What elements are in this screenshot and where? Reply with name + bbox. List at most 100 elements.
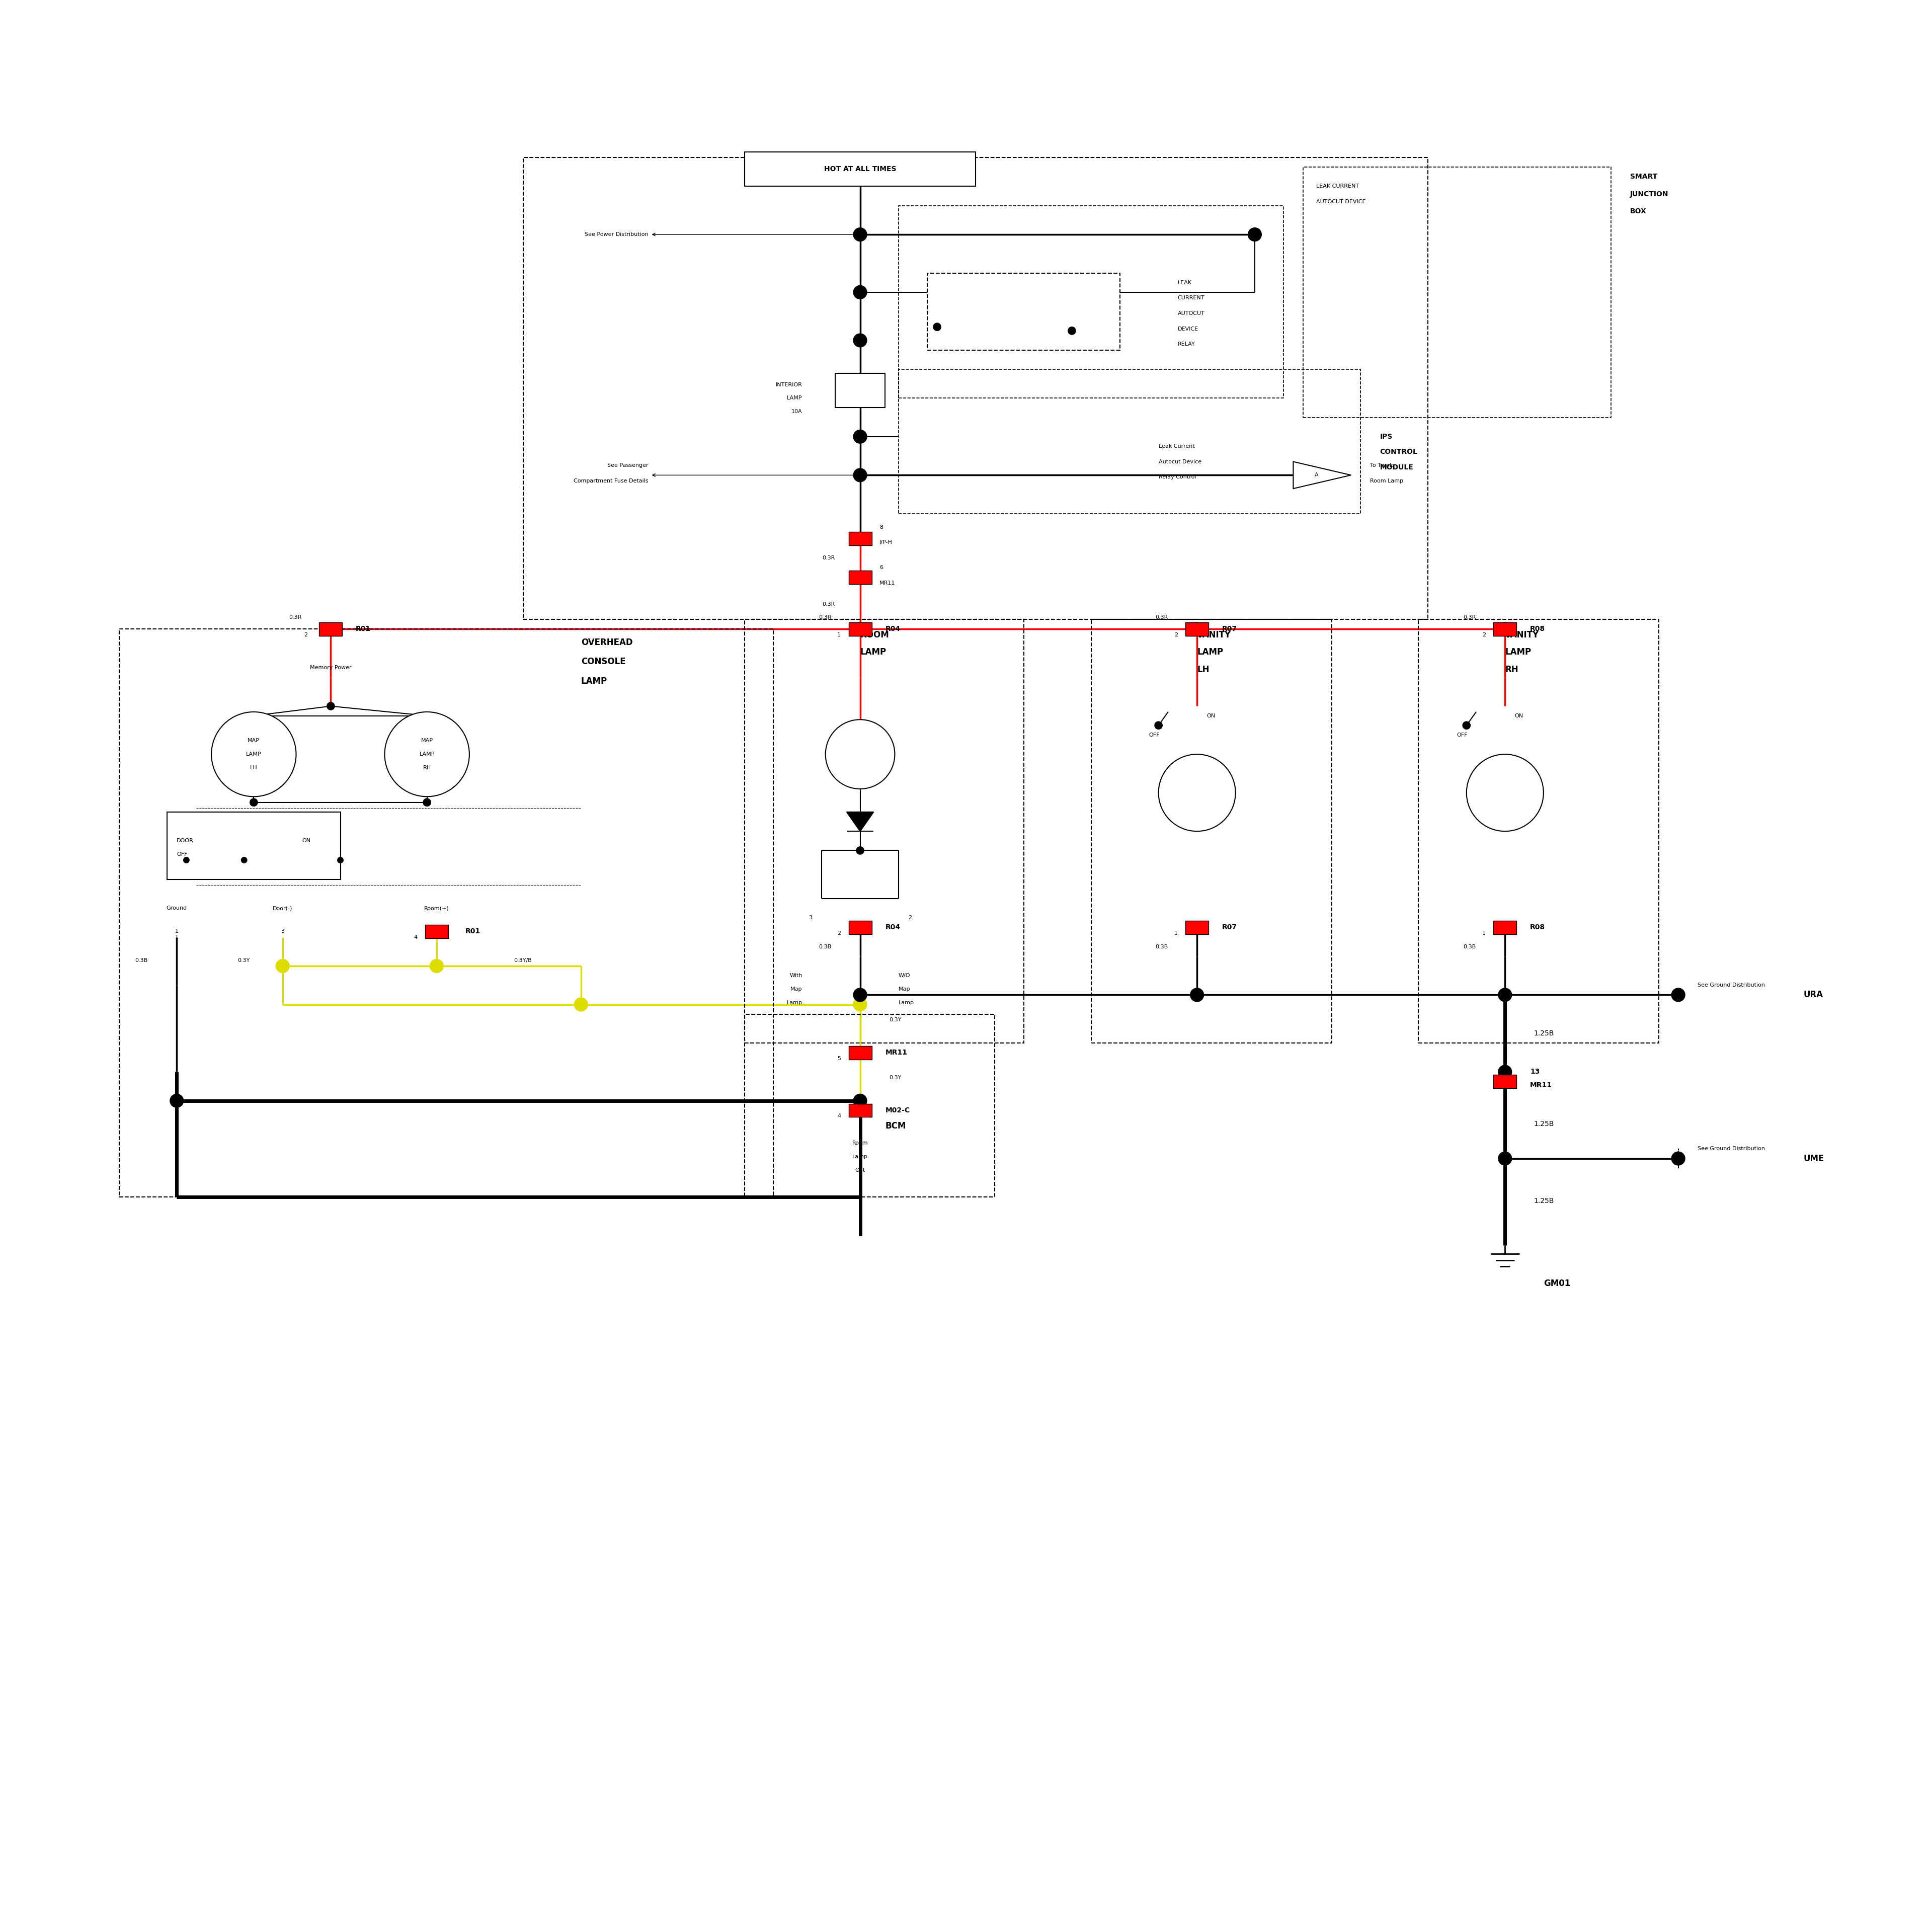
Circle shape bbox=[423, 798, 431, 806]
Circle shape bbox=[854, 431, 867, 442]
Text: LH: LH bbox=[1198, 665, 1209, 674]
Text: 1: 1 bbox=[837, 632, 840, 638]
Text: 8: 8 bbox=[879, 526, 883, 529]
Text: URA: URA bbox=[1803, 991, 1824, 999]
Bar bbox=[848, 1045, 871, 1059]
Text: DEVICE: DEVICE bbox=[1179, 327, 1198, 330]
Text: Relay Control: Relay Control bbox=[1159, 475, 1196, 479]
Bar bbox=[744, 1014, 995, 1198]
Text: A: A bbox=[1314, 473, 1318, 477]
Bar bbox=[898, 369, 1360, 514]
Text: See Ground Distribution: See Ground Distribution bbox=[1698, 983, 1766, 987]
Bar bbox=[848, 570, 871, 583]
Bar bbox=[1186, 622, 1209, 636]
Bar bbox=[319, 622, 342, 636]
Text: VANITY: VANITY bbox=[1505, 630, 1540, 639]
Text: 3: 3 bbox=[808, 916, 811, 920]
Text: ON: ON bbox=[1515, 713, 1522, 719]
Text: RH: RH bbox=[423, 765, 431, 771]
Text: OFF: OFF bbox=[176, 852, 187, 858]
Bar bbox=[524, 158, 1428, 620]
Text: BOX: BOX bbox=[1631, 209, 1646, 214]
Circle shape bbox=[854, 987, 867, 1001]
Text: MR11: MR11 bbox=[885, 1049, 908, 1057]
Text: Map: Map bbox=[790, 987, 802, 991]
Text: RELAY: RELAY bbox=[1179, 342, 1196, 346]
Circle shape bbox=[1466, 753, 1544, 831]
Text: W/O: W/O bbox=[898, 974, 910, 978]
Circle shape bbox=[854, 622, 867, 636]
Text: CURRENT: CURRENT bbox=[1179, 296, 1206, 301]
Bar bbox=[1493, 922, 1517, 935]
Text: MR11: MR11 bbox=[1530, 1082, 1551, 1090]
Circle shape bbox=[276, 960, 290, 972]
Circle shape bbox=[854, 1094, 867, 1107]
Circle shape bbox=[431, 960, 442, 972]
Text: Compartment Fuse Details: Compartment Fuse Details bbox=[574, 479, 649, 483]
Text: 1: 1 bbox=[1482, 931, 1486, 935]
Circle shape bbox=[1068, 327, 1076, 334]
Text: Room(+): Room(+) bbox=[425, 906, 448, 910]
Circle shape bbox=[854, 334, 867, 348]
Circle shape bbox=[854, 997, 867, 1010]
Text: Out: Out bbox=[856, 1167, 866, 1173]
Circle shape bbox=[249, 798, 257, 806]
Text: OVERHEAD: OVERHEAD bbox=[582, 638, 632, 647]
Text: 4: 4 bbox=[413, 935, 417, 939]
Bar bbox=[848, 531, 871, 545]
Text: See Passenger: See Passenger bbox=[607, 464, 649, 468]
Text: To Trunk: To Trunk bbox=[1370, 464, 1393, 468]
Circle shape bbox=[338, 858, 344, 864]
Circle shape bbox=[384, 711, 469, 796]
Text: 0.3R: 0.3R bbox=[290, 614, 301, 620]
Text: R08: R08 bbox=[1530, 923, 1546, 931]
Text: HOT AT ALL TIMES: HOT AT ALL TIMES bbox=[825, 166, 896, 172]
Bar bbox=[425, 925, 448, 939]
Circle shape bbox=[327, 701, 334, 709]
Text: LEAK CURRENT: LEAK CURRENT bbox=[1316, 184, 1360, 189]
Text: 1.25B: 1.25B bbox=[1534, 1121, 1553, 1128]
Circle shape bbox=[854, 468, 867, 481]
Text: IPS: IPS bbox=[1379, 433, 1393, 440]
Circle shape bbox=[1159, 753, 1235, 831]
Text: LAMP: LAMP bbox=[1505, 647, 1532, 657]
Text: See Ground Distribution: See Ground Distribution bbox=[1698, 1146, 1766, 1151]
Text: ROOM: ROOM bbox=[860, 630, 889, 639]
Circle shape bbox=[1190, 987, 1204, 1001]
Polygon shape bbox=[1293, 462, 1350, 489]
Text: 2: 2 bbox=[908, 916, 912, 920]
Circle shape bbox=[1190, 622, 1204, 636]
Text: 1: 1 bbox=[176, 929, 178, 933]
Text: 2: 2 bbox=[1175, 632, 1179, 638]
Circle shape bbox=[854, 228, 867, 242]
Text: MODULE: MODULE bbox=[1379, 464, 1414, 471]
Text: 4: 4 bbox=[837, 1113, 840, 1119]
Bar bbox=[898, 205, 1283, 398]
Text: Autocut Device: Autocut Device bbox=[1159, 460, 1202, 464]
Circle shape bbox=[1497, 1065, 1511, 1078]
Bar bbox=[168, 811, 340, 879]
Text: Ground: Ground bbox=[166, 906, 187, 910]
Text: LAMP: LAMP bbox=[245, 752, 261, 757]
Bar bbox=[744, 153, 976, 185]
Text: 1: 1 bbox=[176, 935, 178, 939]
Circle shape bbox=[574, 997, 587, 1010]
Text: See Power Distribution: See Power Distribution bbox=[585, 232, 649, 238]
Text: 0.3R: 0.3R bbox=[823, 554, 835, 560]
Text: 2: 2 bbox=[1482, 632, 1486, 638]
Text: 1: 1 bbox=[1175, 931, 1179, 935]
Text: INTERIOR: INTERIOR bbox=[777, 383, 802, 386]
Text: ON: ON bbox=[1208, 713, 1215, 719]
Circle shape bbox=[825, 719, 895, 788]
Circle shape bbox=[1497, 622, 1511, 636]
Text: 1.25B: 1.25B bbox=[1534, 1198, 1553, 1204]
Bar bbox=[848, 622, 871, 636]
Text: 0.3R: 0.3R bbox=[823, 601, 835, 607]
Text: 0.3Y: 0.3Y bbox=[238, 958, 249, 962]
Bar bbox=[1493, 622, 1517, 636]
Text: 0.3R: 0.3R bbox=[1463, 614, 1476, 620]
Text: R07: R07 bbox=[1223, 626, 1236, 632]
Text: 5: 5 bbox=[837, 1057, 840, 1061]
Text: 3: 3 bbox=[280, 929, 284, 933]
Text: MAP: MAP bbox=[421, 738, 433, 744]
